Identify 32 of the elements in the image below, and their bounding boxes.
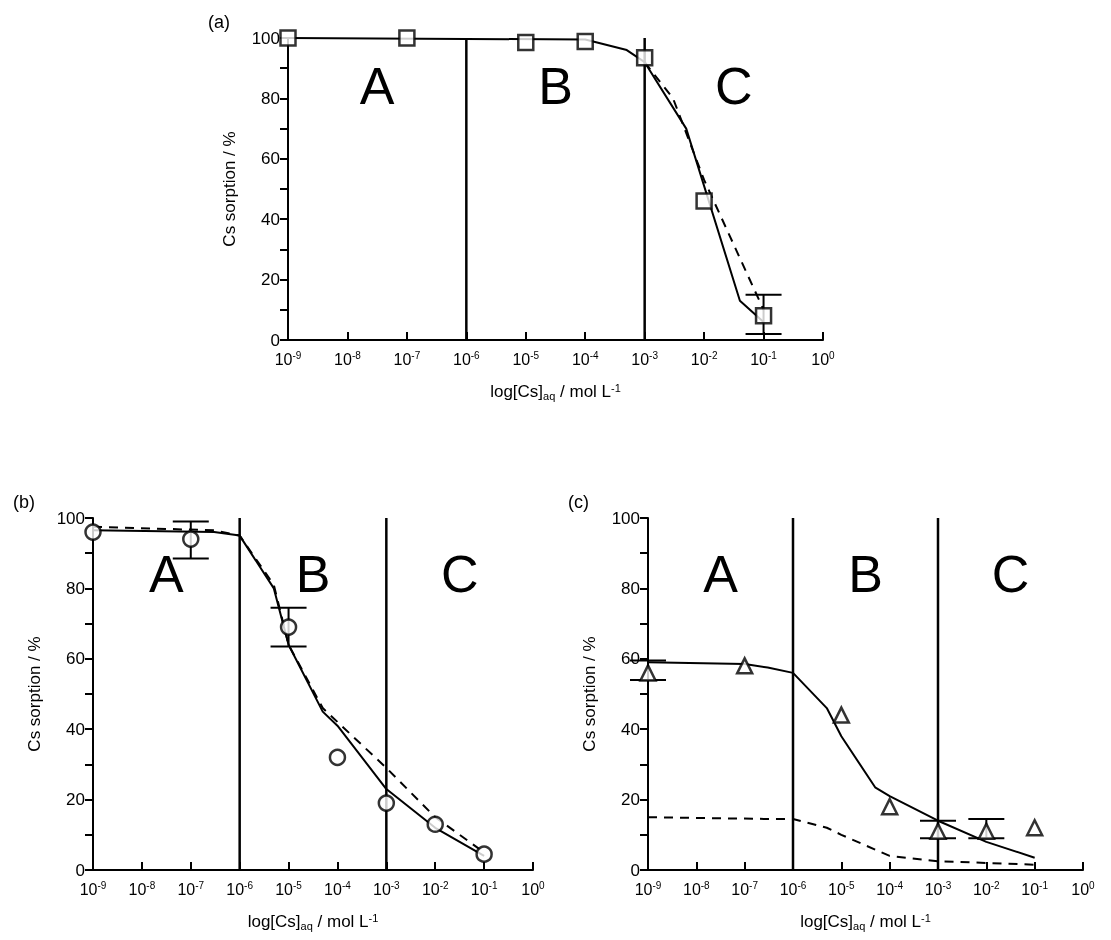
y-tick-label: 80 xyxy=(66,578,85,598)
annotation: C xyxy=(715,57,753,116)
y-axis-title: Cs sorption / % xyxy=(25,636,44,752)
y-axis-title: Cs sorption / % xyxy=(580,636,599,752)
annotation: A xyxy=(703,545,739,604)
annotation: C xyxy=(440,545,479,604)
y-tick-label: 60 xyxy=(66,649,85,669)
y-tick-label: 100 xyxy=(611,508,640,528)
y-tick-label: 20 xyxy=(261,270,280,290)
y-tick-label: 100 xyxy=(56,508,85,528)
y-tick-label: 0 xyxy=(270,330,280,350)
chart-title: (c) xyxy=(568,492,589,512)
y-tick-label: 80 xyxy=(261,88,280,108)
y-tick-label: 60 xyxy=(621,649,640,669)
annotation: B xyxy=(538,57,573,116)
y-tick-label: 20 xyxy=(621,790,640,810)
annotation: C xyxy=(991,545,1030,604)
y-tick-label: 20 xyxy=(66,790,85,810)
annotation: A xyxy=(148,545,184,604)
y-tick-label: 40 xyxy=(261,209,280,229)
annotation: B xyxy=(848,545,883,604)
y-tick-label: 0 xyxy=(630,860,640,880)
chart-title: (a) xyxy=(208,12,230,32)
y-tick-label: 40 xyxy=(621,719,640,739)
y-tick-label: 80 xyxy=(621,578,640,598)
annotation: B xyxy=(295,545,331,604)
y-tick-label: 40 xyxy=(66,719,85,739)
annotation: A xyxy=(359,57,395,116)
y-tick-label: 60 xyxy=(261,149,280,169)
chart-title: (b) xyxy=(13,492,35,512)
y-tick-label: 0 xyxy=(75,860,85,880)
y-axis-title: Cs sorption / % xyxy=(220,131,239,247)
